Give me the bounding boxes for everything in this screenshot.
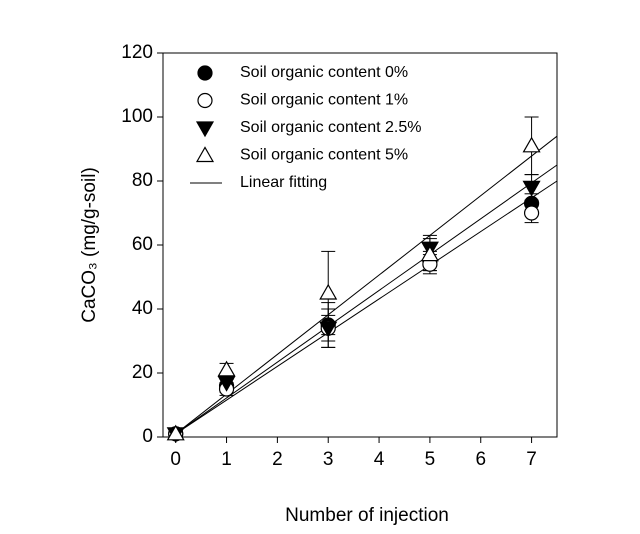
y-axis-label: CaCO₃ (mg/g-soil): [79, 167, 100, 323]
legend-label: Soil organic content 5%: [240, 147, 408, 164]
x-axis-label: Number of injection: [285, 505, 449, 526]
x-tick-label: 4: [374, 449, 385, 470]
marker: [420, 245, 439, 262]
x-tick-label: 1: [221, 449, 232, 470]
marker: [523, 205, 540, 221]
y-tick-label: 40: [132, 298, 153, 319]
y-tick-label: 60: [132, 234, 153, 255]
marker: [522, 136, 541, 153]
legend-marker: [195, 146, 215, 163]
marker: [319, 283, 338, 300]
legend-marker: [197, 65, 213, 81]
fit-line: [175, 164, 558, 435]
legend-label: Soil organic content 2.5%: [240, 119, 421, 136]
fit-line: [175, 135, 558, 435]
legend-label: Soil organic content 0%: [240, 64, 408, 81]
legend-label: Linear fitting: [240, 174, 327, 191]
marker: [522, 180, 541, 197]
legend-label: Soil organic content 1%: [240, 92, 408, 109]
x-tick-label: 3: [323, 449, 334, 470]
marker: [166, 424, 185, 441]
y-tick-label: 20: [132, 362, 153, 383]
y-tick-label: 0: [142, 426, 153, 447]
x-tick-label: 5: [425, 449, 436, 470]
marker: [217, 376, 236, 392]
legend-marker: [195, 121, 215, 138]
y-tick-label: 80: [132, 170, 153, 191]
marker: [217, 360, 236, 377]
x-tick-label: 7: [526, 449, 537, 470]
fit-line: [175, 180, 558, 435]
y-tick-label: 100: [121, 106, 153, 127]
x-tick-label: 0: [170, 449, 181, 470]
x-tick-label: 6: [475, 449, 486, 470]
legend-marker: [197, 92, 213, 109]
marker: [319, 321, 338, 338]
y-tick-label: 120: [121, 42, 153, 63]
x-tick-label: 2: [272, 449, 283, 470]
